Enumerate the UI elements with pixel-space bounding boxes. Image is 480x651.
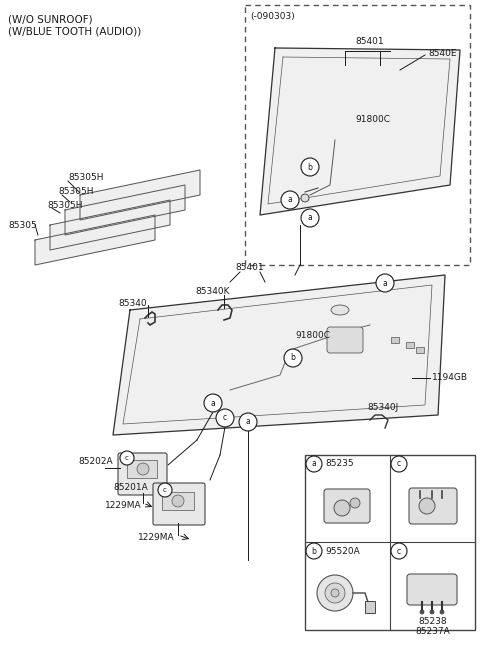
Polygon shape [80, 170, 200, 220]
FancyBboxPatch shape [407, 574, 457, 605]
Text: 85340K: 85340K [195, 288, 229, 296]
Bar [127, 460, 157, 478]
Text: (W/O SUNROOF): (W/O SUNROOF) [8, 14, 93, 24]
Text: c: c [397, 460, 401, 469]
Circle shape [420, 610, 424, 614]
Polygon shape [260, 48, 460, 215]
Circle shape [301, 158, 319, 176]
FancyBboxPatch shape [327, 327, 363, 353]
Text: 1229MA: 1229MA [105, 501, 142, 510]
Circle shape [137, 463, 149, 475]
Bar [391, 337, 399, 343]
Text: b: b [312, 546, 316, 555]
Circle shape [301, 209, 319, 227]
Text: 85238: 85238 [418, 618, 446, 626]
Circle shape [391, 456, 407, 472]
Text: c: c [125, 455, 129, 461]
Text: 85305: 85305 [8, 221, 37, 230]
Bar [245, 5, 470, 265]
Text: 85201A: 85201A [113, 484, 148, 493]
Text: b: b [290, 353, 295, 363]
Bar [305, 455, 475, 630]
Circle shape [376, 274, 394, 292]
Circle shape [281, 191, 299, 209]
FancyBboxPatch shape [153, 483, 205, 525]
Polygon shape [113, 275, 445, 435]
Text: a: a [383, 279, 387, 288]
Text: a: a [211, 398, 216, 408]
Text: c: c [163, 487, 167, 493]
Text: 85401: 85401 [355, 38, 384, 46]
Text: a: a [246, 417, 251, 426]
Text: a: a [308, 214, 312, 223]
Text: a: a [312, 460, 316, 469]
Circle shape [350, 498, 360, 508]
Text: c: c [223, 413, 227, 422]
Circle shape [216, 409, 234, 427]
Text: 85401: 85401 [236, 264, 264, 273]
Bar [365, 601, 375, 613]
Circle shape [172, 495, 184, 507]
Polygon shape [65, 185, 185, 235]
Text: c: c [397, 546, 401, 555]
Circle shape [239, 413, 257, 431]
Text: 85235: 85235 [325, 460, 354, 469]
FancyBboxPatch shape [118, 453, 167, 495]
Circle shape [331, 589, 339, 597]
Circle shape [325, 583, 345, 603]
Polygon shape [50, 200, 170, 250]
Ellipse shape [331, 305, 349, 315]
Text: 85305H: 85305H [68, 174, 104, 182]
Text: (W/BLUE TOOTH (AUDIO)): (W/BLUE TOOTH (AUDIO)) [8, 26, 141, 36]
FancyBboxPatch shape [409, 488, 457, 524]
Text: (-090303): (-090303) [250, 12, 295, 21]
Text: a: a [288, 195, 292, 204]
Circle shape [334, 500, 350, 516]
Text: 85305H: 85305H [58, 187, 94, 197]
Text: 85305H: 85305H [47, 201, 83, 210]
Circle shape [419, 498, 435, 514]
Circle shape [391, 543, 407, 559]
Circle shape [284, 349, 302, 367]
Text: 95520A: 95520A [325, 546, 360, 555]
Circle shape [301, 194, 309, 202]
Text: 1229MA: 1229MA [138, 533, 175, 542]
Text: 8540E: 8540E [428, 49, 456, 57]
Text: 85237A: 85237A [415, 628, 450, 637]
Circle shape [158, 483, 172, 497]
Bar [162, 492, 194, 510]
Text: 91800C: 91800C [355, 115, 390, 124]
Circle shape [317, 575, 353, 611]
Bar [416, 347, 424, 353]
Text: 85202A: 85202A [78, 458, 113, 467]
Circle shape [204, 394, 222, 412]
FancyBboxPatch shape [324, 489, 370, 523]
Text: 85340: 85340 [118, 299, 146, 307]
Circle shape [120, 451, 134, 465]
Text: 1194GB: 1194GB [432, 374, 468, 383]
Circle shape [306, 543, 322, 559]
Text: 85340J: 85340J [367, 404, 398, 413]
Bar [406, 342, 414, 348]
Text: b: b [308, 163, 312, 171]
Circle shape [430, 610, 434, 614]
Polygon shape [35, 215, 155, 265]
Text: 91800C: 91800C [295, 331, 330, 340]
Circle shape [440, 610, 444, 614]
Circle shape [306, 456, 322, 472]
